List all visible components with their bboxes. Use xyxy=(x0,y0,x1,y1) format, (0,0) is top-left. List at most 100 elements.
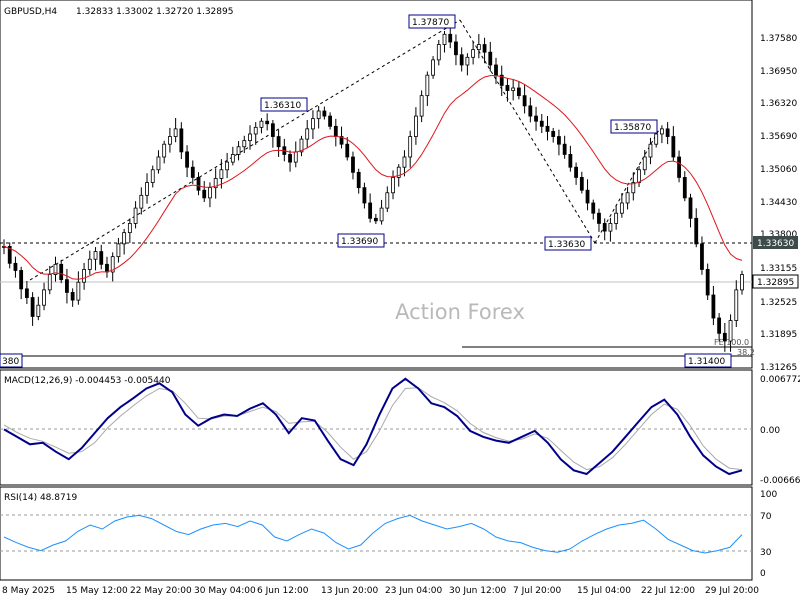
swing-label-text: 1.33630 xyxy=(548,240,585,250)
candle-body xyxy=(448,33,453,43)
candle-body xyxy=(700,243,704,270)
candle-body xyxy=(442,33,447,45)
candle-body xyxy=(139,194,144,209)
price-tick: 1.32525 xyxy=(760,298,797,308)
candle-body xyxy=(311,118,315,130)
candle-body xyxy=(110,256,115,273)
candle-body xyxy=(414,115,418,137)
candle-body xyxy=(614,212,619,224)
price-tick: 1.34430 xyxy=(760,198,797,208)
price-tick: 1.35060 xyxy=(760,165,797,175)
candle-body xyxy=(545,125,550,132)
candle-body xyxy=(562,143,567,155)
price-tick: 1.35690 xyxy=(760,132,797,142)
price-tick: 1.37580 xyxy=(760,34,797,44)
trendline-rise-2 xyxy=(309,19,461,111)
candle-body xyxy=(379,207,384,222)
candle-body xyxy=(660,128,664,135)
candle-body xyxy=(99,251,104,265)
swing-label-text: 1.36310 xyxy=(264,101,301,111)
candle-body xyxy=(185,151,189,168)
price-tick: 1.31265 xyxy=(760,363,797,373)
candle-body xyxy=(579,177,584,191)
candle-body xyxy=(482,44,487,53)
swing-label-36310: 1.36310 xyxy=(260,97,308,112)
left-edge-label-text: 380 xyxy=(2,357,19,367)
candle-body xyxy=(591,202,596,214)
candle-body xyxy=(499,74,504,86)
rsi-label: RSI(14) 48.8719 xyxy=(4,493,77,503)
candle-body xyxy=(431,59,435,76)
candle-body xyxy=(122,232,127,245)
candle-body xyxy=(396,166,401,178)
macd-tick: -0.006667 xyxy=(760,476,800,486)
candle-body xyxy=(557,136,561,145)
candle-body xyxy=(711,294,716,319)
candle-body xyxy=(59,263,64,281)
swing-label-text: 1.31400 xyxy=(688,357,725,367)
candle-body xyxy=(87,258,92,270)
candle-body xyxy=(179,128,184,153)
candle-body xyxy=(494,64,498,76)
price-tick: 1.36950 xyxy=(760,67,797,77)
candle-body xyxy=(270,123,275,137)
candle-body xyxy=(631,182,636,194)
candle-body xyxy=(259,120,264,128)
candle-body xyxy=(694,217,699,245)
candle-body xyxy=(528,105,533,117)
candle-body xyxy=(36,304,41,317)
rsi-line xyxy=(3,514,743,554)
candle-body xyxy=(322,110,327,117)
candle-body xyxy=(722,332,727,342)
candle-body xyxy=(213,178,218,189)
candle-body xyxy=(173,128,178,137)
candle-body xyxy=(145,182,149,196)
candle-body xyxy=(574,166,578,178)
time-tick: 30 May 04:00 xyxy=(194,586,256,596)
candle-body xyxy=(242,140,247,148)
candle-body xyxy=(208,187,212,199)
candle-body xyxy=(288,154,292,163)
candle-body xyxy=(168,136,172,145)
price-tick: 1.33800 xyxy=(760,230,797,240)
candle-body xyxy=(127,223,132,234)
candle-body xyxy=(7,246,12,264)
candle-body xyxy=(293,151,298,163)
candle-body xyxy=(202,189,207,199)
candle-body xyxy=(47,274,52,291)
candle-body xyxy=(728,320,733,342)
time-tick: 6 Jun 12:00 xyxy=(257,586,309,596)
candle-body xyxy=(597,212,601,224)
candle-body xyxy=(156,156,161,171)
rsi-tick: 100 xyxy=(760,490,777,500)
swing-label-31400: 1.31400 xyxy=(684,353,732,368)
fe-label: FE 100.0 xyxy=(714,338,749,347)
candle-body xyxy=(93,251,98,260)
rsi-panel xyxy=(0,486,753,581)
fe-sub-label: 38.2 xyxy=(737,348,755,357)
candle-body xyxy=(642,156,647,171)
price-tick: 1.31895 xyxy=(760,330,797,340)
candle-body xyxy=(368,202,373,219)
candle-body xyxy=(70,292,75,301)
candle-body xyxy=(505,85,510,91)
candle-body xyxy=(248,133,252,142)
price-axis: 1.37580 1.36950 1.36320 1.35690 1.35060 … xyxy=(760,34,797,373)
candle-body xyxy=(219,169,224,179)
candle-body xyxy=(619,202,624,214)
rsi-tick: 70 xyxy=(760,512,772,522)
time-tick: 30 Jun 12:00 xyxy=(449,586,506,596)
swing-label-33690: 1.33690 xyxy=(337,233,385,248)
candle-body xyxy=(425,74,430,97)
swing-label-text: 1.33690 xyxy=(341,237,378,247)
candle-body xyxy=(602,223,607,232)
rsi-tick: 30 xyxy=(760,548,772,558)
candlestick-series xyxy=(2,27,744,352)
time-axis: 8 May 2025 15 May 12:00 22 May 20:00 30 … xyxy=(2,586,759,596)
candle-body xyxy=(116,243,121,258)
price-tick: 1.33155 xyxy=(760,264,797,274)
candle-body xyxy=(356,171,361,189)
level-box-text: 1.33630 xyxy=(757,239,794,249)
candle-body xyxy=(225,161,230,171)
